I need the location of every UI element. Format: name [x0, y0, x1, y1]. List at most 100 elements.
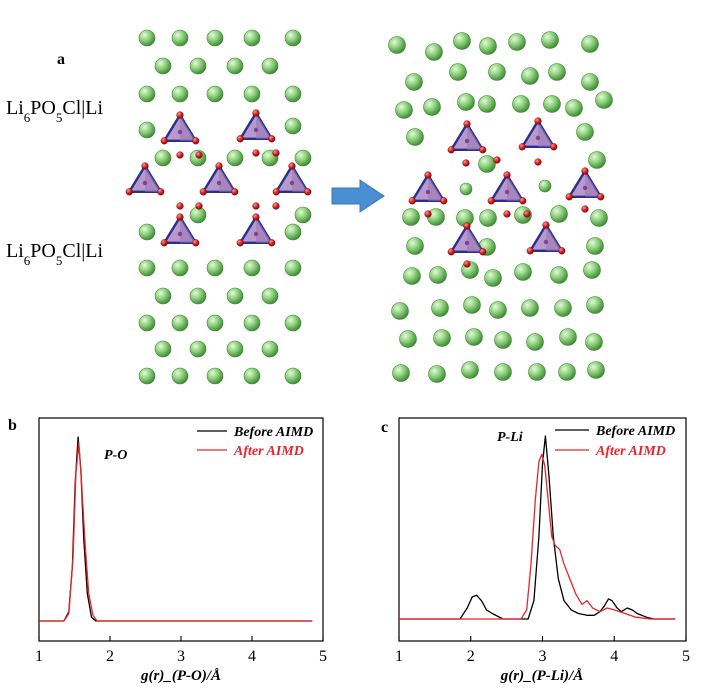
o-atom — [157, 188, 165, 196]
li-atom — [206, 367, 224, 385]
li-atom — [526, 333, 544, 351]
o-atom — [252, 109, 260, 117]
annotation-p-li: P-Li — [497, 430, 523, 445]
li-atom — [512, 95, 530, 113]
o-atom — [447, 248, 455, 256]
series-line-after-aimd — [39, 441, 313, 622]
li-atom — [494, 331, 512, 349]
x-axis: 1 2 3 4 5 — [395, 636, 690, 665]
li-atom — [261, 287, 279, 305]
o-atom — [288, 162, 296, 170]
li-atom — [391, 302, 409, 320]
o-atom — [272, 188, 280, 196]
li-atom — [538, 179, 552, 193]
li-atom — [488, 63, 506, 81]
li-atom — [243, 367, 261, 385]
p-atom — [253, 231, 259, 237]
p-atom — [425, 189, 431, 195]
li-atom — [405, 73, 423, 91]
li-atom — [586, 296, 604, 314]
o-atom — [160, 137, 168, 145]
plot-lines — [39, 436, 313, 622]
li-atom — [284, 367, 302, 385]
li-atom — [595, 91, 613, 109]
o-atom — [272, 202, 280, 210]
li-atom — [565, 99, 583, 117]
po4-tetrahedron — [125, 162, 165, 196]
o-atom — [192, 137, 200, 145]
li-atom — [587, 361, 605, 379]
legend-label-after: After AIMD — [595, 444, 666, 459]
o-atom — [236, 135, 244, 143]
panel-c-label: c — [381, 419, 388, 436]
interface-label-top: Li6PO5Cl|Li — [6, 97, 103, 125]
li-atom — [581, 35, 599, 53]
li-atom — [154, 287, 172, 305]
li-atom — [138, 259, 156, 277]
li-atom — [514, 263, 532, 281]
o-atom — [252, 149, 260, 157]
po4-tetrahedron — [199, 162, 239, 196]
o-atom — [195, 151, 203, 159]
li-atom — [138, 121, 156, 139]
o-atom — [272, 149, 280, 157]
x-tick-label: 4 — [248, 648, 256, 665]
li-atom — [590, 209, 608, 227]
x-axis: 1 2 3 4 5 — [35, 636, 327, 665]
o-atom — [176, 202, 184, 210]
po4-tetrahedron — [272, 162, 312, 196]
li-atom — [554, 299, 572, 317]
li-atom — [171, 314, 189, 332]
interface-label-bottom: Li6PO5Cl|Li — [6, 240, 103, 268]
li-atom — [543, 95, 561, 113]
li-atom — [392, 364, 410, 382]
o-atom — [199, 188, 207, 196]
li-atom — [154, 57, 172, 75]
li-atom — [550, 205, 568, 223]
p-atom — [216, 180, 222, 186]
o-atom — [125, 188, 133, 196]
li-atom — [138, 367, 156, 385]
li-atom — [479, 209, 497, 227]
o-atom — [192, 239, 200, 247]
o-atom — [463, 120, 471, 128]
po4-tetrahedron — [518, 117, 558, 151]
li-atom — [138, 85, 156, 103]
li-atom — [206, 85, 224, 103]
o-atom — [487, 197, 495, 205]
right-arrow-icon — [331, 179, 385, 213]
x-tick-label: 3 — [539, 648, 547, 665]
legend-label-before: Before AIMD — [233, 425, 313, 440]
o-atom — [231, 188, 239, 196]
po4-tetrahedron — [487, 171, 527, 205]
li-atom — [284, 85, 302, 103]
li-atom — [428, 365, 446, 383]
o-atom — [550, 143, 558, 151]
li-atom — [431, 299, 449, 317]
li-atom — [261, 57, 279, 75]
x-tick-label: 2 — [467, 648, 475, 665]
p-atom — [177, 231, 183, 237]
o-atom — [268, 239, 276, 247]
li-atom — [284, 314, 302, 332]
o-atom — [597, 193, 605, 201]
o-atom — [565, 193, 573, 201]
po4-tetrahedron — [408, 171, 448, 205]
o-atom — [463, 260, 471, 268]
li-atom — [449, 63, 467, 81]
li-atom — [576, 123, 594, 141]
li-atom — [284, 29, 302, 47]
li-atom — [484, 269, 502, 287]
li-atom — [478, 155, 496, 173]
o-atom — [176, 111, 184, 119]
o-atom — [215, 162, 223, 170]
li-atom — [243, 85, 261, 103]
li-atom — [154, 340, 172, 358]
p-atom — [535, 135, 541, 141]
li-atom — [226, 149, 244, 167]
x-tick-label: 5 — [319, 648, 327, 665]
li-atom — [459, 182, 473, 196]
li-atom — [226, 287, 244, 305]
po4-tetrahedron — [447, 120, 487, 154]
